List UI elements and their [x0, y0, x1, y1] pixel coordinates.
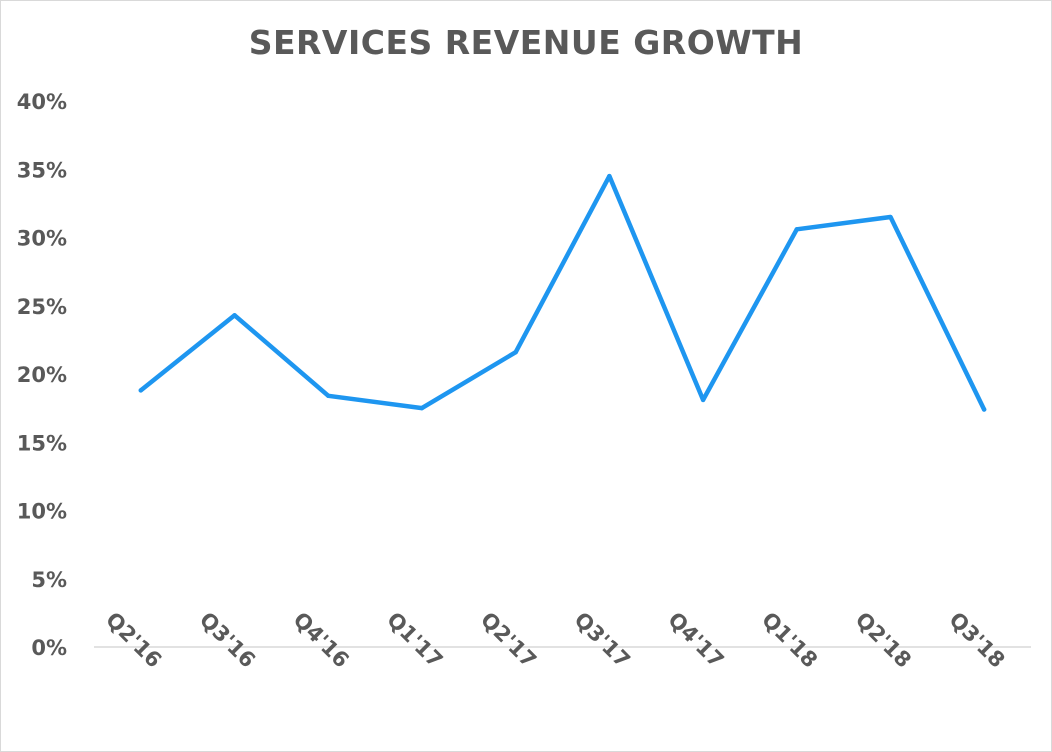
y-tick-label: 20% [17, 363, 67, 387]
x-tick-label: Q2'16 [101, 607, 166, 672]
y-tick-label: 10% [17, 500, 67, 524]
data-point [326, 393, 331, 399]
x-tick-label: Q2'17 [476, 607, 541, 672]
x-tick-label: Q3'16 [195, 607, 260, 672]
series-layer [138, 173, 987, 412]
y-tick-label: 0% [31, 636, 67, 660]
data-point [981, 407, 987, 412]
data-point [607, 173, 612, 179]
chart-title: SERVICES REVENUE GROWTH [248, 23, 804, 62]
data-point [138, 388, 144, 393]
y-tick-label: 15% [17, 431, 67, 455]
x-tick-label: Q1'17 [382, 607, 447, 672]
y-tick-label: 5% [31, 568, 67, 592]
data-point [794, 227, 799, 232]
x-tick-label: Q3'18 [944, 607, 1009, 672]
y-tick-label: 40% [17, 90, 67, 114]
x-tick-label: Q4'17 [663, 607, 728, 672]
data-point [419, 405, 425, 411]
data-point [232, 313, 237, 318]
data-point [888, 214, 893, 220]
y-axis-ticks: 0% 5% 10% 15% 20% 25% 30% 35% 40% [17, 90, 67, 660]
x-axis-ticks: Q2'16 Q3'16 Q4'16 Q1'17 Q2'17 Q3'17 Q4'17 Q1'18… [101, 607, 1009, 672]
x-tick-label: Q1'18 [757, 607, 822, 672]
x-tick-label: Q2'18 [851, 607, 916, 672]
x-tick-label: Q4'16 [289, 607, 354, 672]
y-tick-label: 35% [17, 158, 67, 182]
data-point [700, 397, 706, 403]
y-tick-label: 25% [17, 295, 67, 319]
series-line [138, 173, 987, 412]
data-point [513, 349, 518, 355]
y-tick-label: 30% [17, 227, 67, 251]
x-tick-label: Q3'17 [570, 607, 635, 672]
